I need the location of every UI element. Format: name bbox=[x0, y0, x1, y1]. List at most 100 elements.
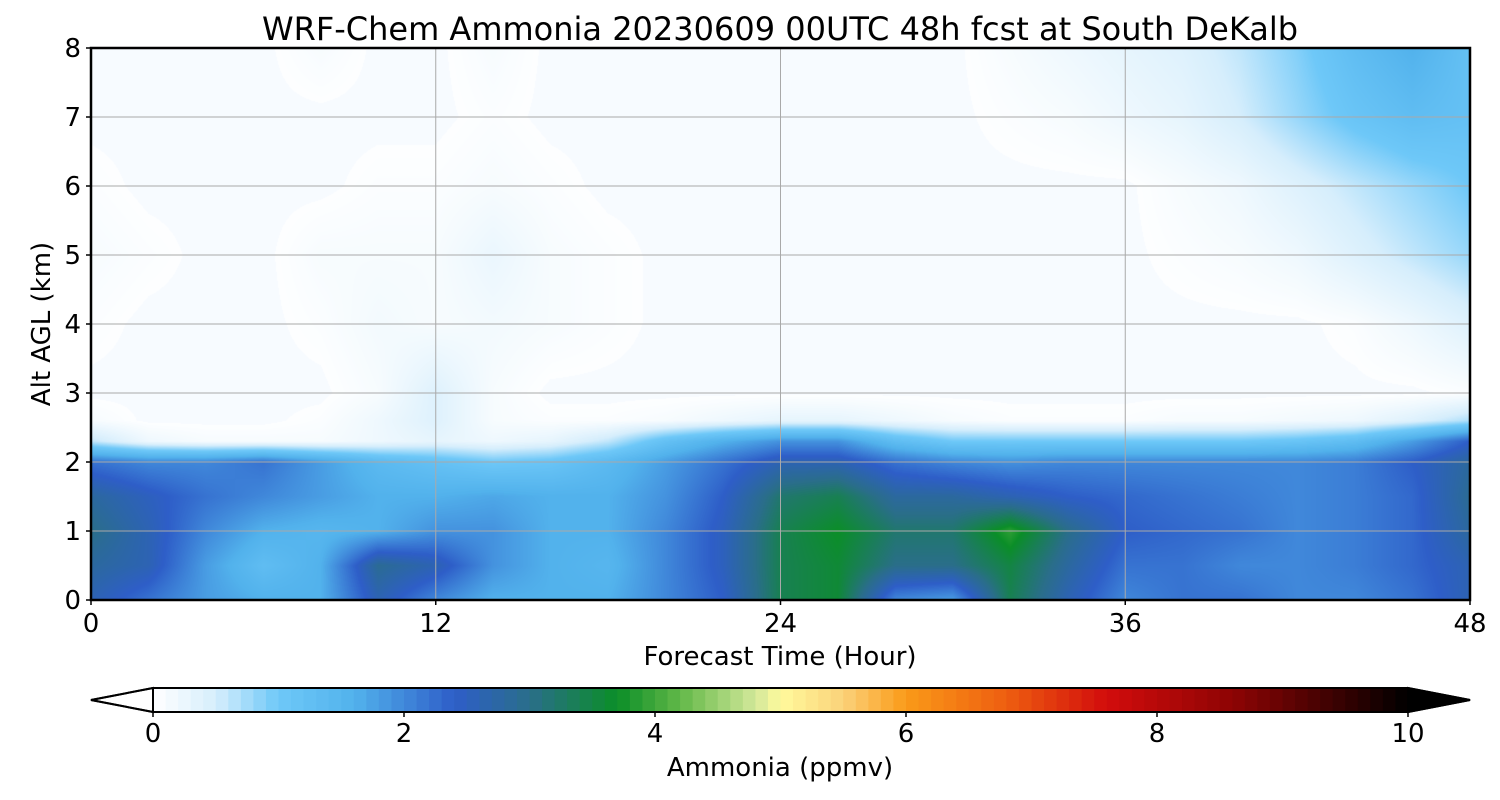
colorbar-bin bbox=[303, 688, 317, 712]
colorbar-bin bbox=[366, 688, 380, 712]
colorbar-bin bbox=[579, 688, 593, 712]
colorbar-bin bbox=[830, 688, 844, 712]
colorbar-bin bbox=[1219, 688, 1233, 712]
x-tick-label: 36 bbox=[1109, 609, 1142, 639]
colorbar-bin bbox=[642, 688, 656, 712]
y-tick-label: 0 bbox=[64, 586, 81, 616]
colorbar-bin bbox=[404, 688, 418, 712]
colorbar-bin bbox=[968, 688, 982, 712]
colorbar-bin bbox=[604, 688, 618, 712]
colorbar-bin bbox=[755, 688, 769, 712]
colorbar-bin bbox=[1031, 688, 1045, 712]
colorbar-bin bbox=[680, 688, 694, 712]
colorbar-bin bbox=[466, 688, 480, 712]
colorbar-bin bbox=[190, 688, 204, 712]
colorbar-bin bbox=[868, 688, 882, 712]
colorbar-bin bbox=[906, 688, 920, 712]
colorbar-bin bbox=[1106, 688, 1120, 712]
colorbar-bin bbox=[1094, 688, 1108, 712]
colorbar-bin bbox=[981, 688, 995, 712]
colorbar-bin bbox=[1131, 688, 1146, 712]
colorbar-bin bbox=[178, 688, 192, 712]
y-tick-label: 6 bbox=[64, 172, 81, 202]
colorbar-bin bbox=[1207, 688, 1221, 712]
colorbar-bin bbox=[316, 688, 330, 712]
y-tick-label: 2 bbox=[64, 448, 81, 478]
colorbar-bin bbox=[1307, 688, 1321, 712]
colorbar: 0 2 4 6 8 10 bbox=[90, 686, 1471, 749]
colorbar-bin bbox=[504, 688, 518, 712]
y-tick-label: 1 bbox=[64, 517, 81, 547]
colorbar-bin bbox=[1069, 688, 1083, 712]
colorbar-bin bbox=[692, 688, 706, 712]
colorbar-bin bbox=[1144, 688, 1158, 712]
colorbar-bin bbox=[717, 688, 731, 712]
colorbar-bin bbox=[278, 688, 292, 712]
colorbar-tick-label: 6 bbox=[898, 719, 915, 749]
chart-title: WRF-Chem Ammonia 20230609 00UTC 48h fcst… bbox=[262, 10, 1298, 48]
colorbar-bin bbox=[153, 688, 167, 712]
y-tick-label: 7 bbox=[64, 103, 81, 133]
colorbar-bin bbox=[705, 688, 719, 712]
colorbar-bin bbox=[1056, 688, 1070, 712]
y-tick-label: 8 bbox=[64, 34, 81, 64]
colorbar-bin bbox=[291, 688, 305, 712]
x-axis-label: Forecast Time (Hour) bbox=[643, 642, 916, 672]
colorbar-bin bbox=[1044, 688, 1058, 712]
colorbar-bin bbox=[880, 688, 895, 712]
colorbar-bin bbox=[943, 688, 957, 712]
colorbar-bin bbox=[1257, 688, 1271, 712]
colorbar-bin bbox=[215, 688, 229, 712]
colorbar-tick-label: 8 bbox=[1149, 719, 1166, 749]
colorbar-bin bbox=[655, 688, 669, 712]
colorbar-bin bbox=[1395, 688, 1409, 712]
colorbar-bin bbox=[805, 688, 819, 712]
colorbar-bin bbox=[1232, 688, 1246, 712]
colorbar-bin bbox=[1320, 688, 1334, 712]
colorbar-bin bbox=[240, 688, 254, 712]
colorbar-bin bbox=[767, 688, 782, 712]
colorbar-bin bbox=[479, 688, 493, 712]
colorbar-bin bbox=[667, 688, 681, 712]
colorbar-bin bbox=[956, 688, 970, 712]
colorbar-bin bbox=[542, 688, 556, 712]
colorbar-bin bbox=[328, 688, 342, 712]
colorbar-bin bbox=[1269, 688, 1284, 712]
colorbar-bin bbox=[228, 688, 242, 712]
colorbar-bin bbox=[378, 688, 393, 712]
x-tick-label: 48 bbox=[1453, 609, 1486, 639]
colorbar-bin bbox=[1157, 688, 1171, 712]
colorbar-bin bbox=[516, 688, 531, 712]
colorbar-extend-high bbox=[1407, 686, 1471, 714]
colorbar-bin bbox=[793, 688, 807, 712]
colorbar-tick-label: 4 bbox=[647, 719, 664, 749]
y-tick-label: 5 bbox=[64, 241, 81, 271]
colorbar-bin bbox=[491, 688, 505, 712]
colorbar-bin bbox=[993, 688, 1007, 712]
y-tick-label: 4 bbox=[64, 310, 81, 340]
colorbar-bin bbox=[1357, 688, 1371, 712]
colorbar-bin bbox=[818, 688, 832, 712]
colorbar-bin bbox=[341, 688, 355, 712]
x-tick-label: 0 bbox=[83, 609, 100, 639]
colorbar-bin bbox=[918, 688, 932, 712]
colorbar-bin bbox=[1282, 688, 1296, 712]
colorbar-bin bbox=[429, 688, 443, 712]
colorbar-bin bbox=[1006, 688, 1020, 712]
colorbar-bin bbox=[1295, 688, 1309, 712]
colorbar-bin bbox=[441, 688, 455, 712]
colorbar-tick-label: 2 bbox=[396, 719, 413, 749]
colorbar-bin bbox=[416, 688, 430, 712]
colorbar-bin bbox=[1370, 688, 1384, 712]
colorbar-label: Ammonia (ppmv) bbox=[667, 753, 893, 783]
colorbar-bin bbox=[629, 688, 644, 712]
colorbar-bin bbox=[1382, 688, 1397, 712]
colorbar-bin bbox=[1081, 688, 1095, 712]
colorbar-bin bbox=[1018, 688, 1033, 712]
colorbar-bin bbox=[780, 688, 794, 712]
colorbar-bin bbox=[554, 688, 568, 712]
colorbar-bin bbox=[931, 688, 945, 712]
colorbar-bin bbox=[855, 688, 869, 712]
